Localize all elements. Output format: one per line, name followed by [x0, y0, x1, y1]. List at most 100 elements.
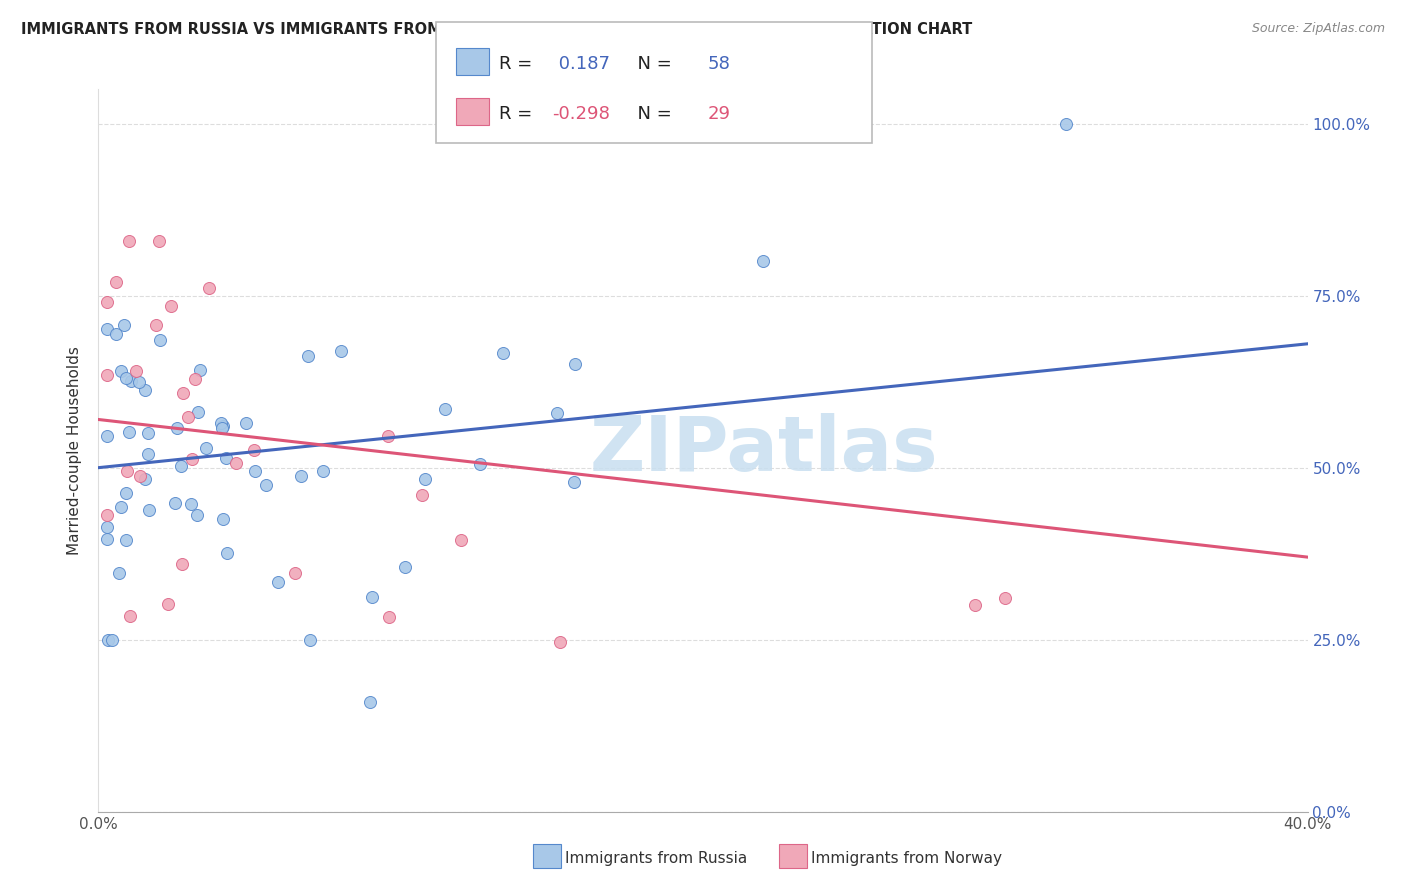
- Point: [114, 533, 136, 547]
- Point: [297, 350, 319, 364]
- Point: [118, 234, 141, 248]
- Point: [212, 418, 235, 433]
- Point: [198, 281, 221, 295]
- Point: [160, 299, 183, 313]
- Point: [492, 345, 515, 359]
- Point: [101, 632, 124, 647]
- Point: [136, 425, 159, 440]
- Point: [360, 695, 382, 709]
- Point: [411, 487, 433, 501]
- Point: [170, 458, 193, 473]
- Point: [165, 496, 187, 510]
- Point: [96, 429, 118, 443]
- Point: [217, 546, 239, 560]
- Point: [752, 254, 775, 268]
- Point: [96, 508, 118, 523]
- Text: N =: N =: [626, 54, 678, 72]
- Text: R =: R =: [499, 104, 538, 123]
- Point: [96, 294, 118, 309]
- Point: [214, 450, 236, 465]
- Point: [209, 416, 232, 430]
- Point: [96, 322, 118, 336]
- Text: 29: 29: [707, 104, 730, 123]
- Text: R =: R =: [499, 54, 538, 72]
- Point: [548, 635, 571, 649]
- Point: [110, 364, 132, 378]
- Point: [120, 374, 142, 388]
- Point: [225, 456, 247, 470]
- Text: 0.187: 0.187: [553, 54, 610, 72]
- Point: [243, 442, 266, 457]
- Point: [994, 591, 1017, 606]
- Text: N =: N =: [626, 104, 678, 123]
- Point: [96, 368, 118, 383]
- Point: [166, 420, 188, 434]
- Point: [188, 363, 211, 377]
- Point: [104, 275, 127, 289]
- Point: [136, 447, 159, 461]
- Text: Immigrants from Russia: Immigrants from Russia: [565, 851, 748, 865]
- Text: Source: ZipAtlas.com: Source: ZipAtlas.com: [1251, 22, 1385, 36]
- Point: [157, 597, 180, 611]
- Point: [245, 464, 267, 478]
- Point: [180, 498, 202, 512]
- Point: [128, 469, 150, 483]
- Point: [284, 566, 307, 580]
- Point: [254, 478, 277, 492]
- Point: [235, 416, 257, 430]
- Point: [96, 520, 118, 534]
- Point: [564, 357, 586, 371]
- Point: [172, 557, 194, 571]
- Point: [546, 406, 568, 420]
- Point: [134, 383, 156, 397]
- Point: [125, 364, 148, 378]
- Point: [450, 533, 472, 547]
- Point: [290, 469, 312, 483]
- Point: [138, 503, 160, 517]
- Point: [183, 371, 205, 385]
- Point: [211, 421, 233, 435]
- Point: [115, 371, 138, 385]
- Point: [186, 508, 208, 523]
- Point: [187, 404, 209, 418]
- Point: [211, 512, 233, 526]
- Point: [468, 457, 491, 471]
- Text: ZIPatlas: ZIPatlas: [589, 414, 938, 487]
- Point: [128, 375, 150, 389]
- Point: [965, 599, 987, 613]
- Point: [115, 485, 138, 500]
- Point: [195, 441, 218, 455]
- Point: [413, 472, 436, 486]
- Point: [112, 318, 135, 332]
- Point: [434, 401, 457, 416]
- Point: [266, 574, 288, 589]
- Point: [330, 343, 353, 358]
- Point: [394, 560, 416, 574]
- Point: [134, 473, 156, 487]
- Point: [378, 610, 401, 624]
- Point: [97, 632, 120, 647]
- Text: IMMIGRANTS FROM RUSSIA VS IMMIGRANTS FROM NORWAY MARRIED-COUPLE HOUSEHOLDS CORRE: IMMIGRANTS FROM RUSSIA VS IMMIGRANTS FRO…: [21, 22, 973, 37]
- Point: [172, 386, 194, 401]
- Point: [377, 429, 399, 443]
- Point: [1054, 117, 1077, 131]
- Point: [105, 326, 128, 341]
- Point: [110, 500, 132, 514]
- Point: [299, 632, 322, 647]
- Point: [177, 410, 200, 425]
- Text: 58: 58: [707, 54, 730, 72]
- Point: [145, 318, 167, 332]
- Text: -0.298: -0.298: [553, 104, 610, 123]
- Point: [118, 425, 141, 440]
- Point: [312, 464, 335, 478]
- Point: [120, 608, 142, 623]
- Point: [108, 566, 131, 580]
- Text: Immigrants from Norway: Immigrants from Norway: [811, 851, 1002, 865]
- Point: [562, 475, 585, 489]
- Point: [148, 234, 170, 248]
- Point: [96, 532, 118, 546]
- Y-axis label: Married-couple Households: Married-couple Households: [67, 346, 83, 555]
- Point: [117, 464, 139, 478]
- Point: [181, 451, 204, 466]
- Point: [361, 591, 384, 605]
